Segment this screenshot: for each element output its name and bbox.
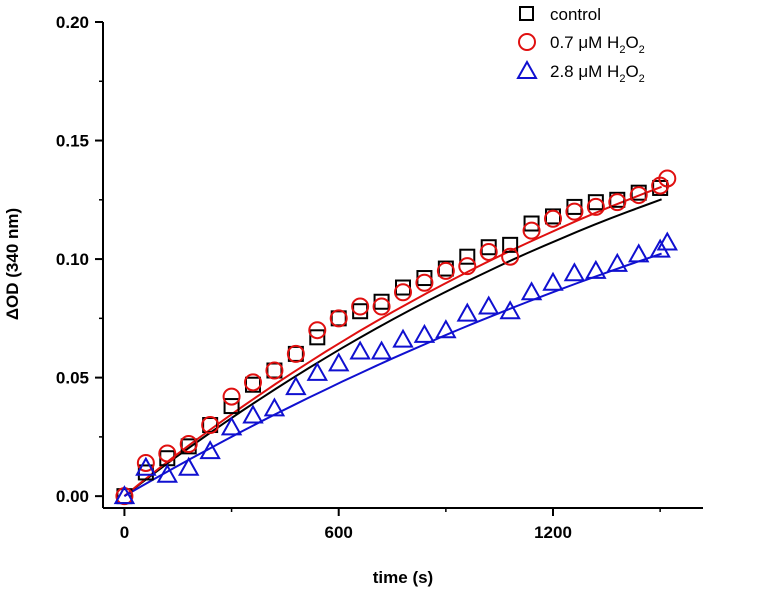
data-point-0-7um bbox=[501, 247, 520, 266]
legend-item-control: control bbox=[519, 5, 601, 24]
data-point-0-7um bbox=[308, 321, 327, 340]
data-point-2-8um bbox=[285, 376, 307, 396]
data-point-control bbox=[395, 279, 411, 296]
legend-label-2-8um: 2.8 μM H2O2 bbox=[550, 62, 645, 85]
legend-item-2-8um: 2.8 μM H2O2 bbox=[516, 59, 645, 85]
data-point-control bbox=[523, 215, 540, 232]
ticks: 0 600 1200 0.00 0.05 0.10 0.15 0.20 bbox=[56, 13, 661, 542]
data-point-control bbox=[566, 198, 583, 215]
data-point-0-7um bbox=[244, 373, 262, 392]
plot-area bbox=[113, 169, 678, 506]
y-tick-label: 0.15 bbox=[56, 132, 89, 151]
data-point-2-8um bbox=[392, 328, 414, 348]
fit-line-1 bbox=[123, 185, 662, 497]
y-tick-label: 0.20 bbox=[56, 13, 89, 32]
data-point-2-8um bbox=[628, 243, 650, 263]
data-point-0-7um bbox=[458, 257, 477, 276]
data-point-0-7um bbox=[372, 297, 391, 316]
data-point-2-8um bbox=[242, 404, 264, 424]
data-point-2-8um bbox=[220, 416, 243, 436]
data-point-2-8um bbox=[585, 259, 607, 279]
legend-label-control: control bbox=[550, 5, 601, 24]
data-point-0-7um bbox=[222, 387, 241, 406]
data-point-0-7um bbox=[586, 197, 605, 216]
data-point-0-7um bbox=[265, 361, 284, 380]
data-point-control bbox=[287, 345, 304, 362]
data-point-2-8um bbox=[563, 262, 586, 282]
data-point-0-7um bbox=[608, 193, 627, 212]
fit-line-0 bbox=[123, 198, 662, 497]
data-point-2-8um bbox=[199, 440, 221, 460]
data-point-0-7um bbox=[415, 273, 434, 292]
data-point-0-7um bbox=[436, 261, 455, 280]
data-point-2-8um bbox=[113, 485, 136, 505]
data-point-2-8um bbox=[520, 281, 543, 301]
x-axis-title: time (s) bbox=[373, 568, 433, 587]
legend-item-0-7um: 0.7 μM H2O2 bbox=[518, 33, 645, 56]
data-point-0-7um bbox=[544, 209, 562, 228]
data-point-2-8um bbox=[328, 352, 350, 372]
data-point-2-8um bbox=[456, 302, 478, 322]
y-tick-label: 0.05 bbox=[56, 369, 89, 388]
data-point-0-7um bbox=[522, 221, 541, 240]
data-point-control bbox=[223, 398, 240, 415]
data-point-0-7um bbox=[179, 434, 198, 453]
legend-marker-triangle bbox=[516, 59, 538, 79]
data-point-0-7um bbox=[658, 169, 677, 188]
data-point-2-8um bbox=[478, 295, 500, 315]
data-point-0-7um bbox=[329, 309, 348, 328]
data-point-2-8um bbox=[306, 361, 328, 381]
data-point-2-8um bbox=[499, 300, 521, 320]
data-point-2-8um bbox=[135, 456, 157, 476]
x-tick-label: 600 bbox=[325, 523, 353, 542]
data-point-2-8um bbox=[263, 397, 286, 417]
data-point-control bbox=[587, 194, 604, 211]
data-point-0-7um bbox=[136, 453, 155, 472]
data-point-2-8um bbox=[542, 271, 564, 291]
x-tick-label: 1200 bbox=[534, 523, 572, 542]
data-point-2-8um bbox=[370, 340, 393, 360]
legend: control 0.7 μM H2O2 2.8 μM H2O2 bbox=[516, 5, 645, 85]
y-axis-title: ΔOD (340 nm) bbox=[3, 208, 22, 320]
data-point-2-8um bbox=[178, 456, 200, 476]
data-point-0-7um bbox=[629, 186, 648, 205]
data-point-0-7um bbox=[158, 444, 177, 463]
y-tick-label: 0.00 bbox=[56, 487, 89, 506]
data-point-control bbox=[330, 310, 347, 327]
data-point-0-7um bbox=[201, 416, 220, 435]
data-point-control bbox=[480, 239, 497, 256]
data-point-0-7um bbox=[479, 242, 498, 261]
data-point-2-8um bbox=[435, 319, 457, 339]
data-point-0-7um bbox=[286, 344, 305, 363]
data-point-control bbox=[416, 270, 433, 287]
data-point-2-8um bbox=[656, 231, 678, 251]
data-point-control bbox=[459, 248, 476, 265]
data-point-2-8um bbox=[606, 252, 628, 272]
legend-label-0-7um: 0.7 μM H2O2 bbox=[550, 33, 645, 56]
data-point-2-8um bbox=[413, 323, 436, 343]
data-point-0-7um bbox=[394, 283, 412, 302]
y-tick-label: 0.10 bbox=[56, 250, 89, 269]
data-point-control bbox=[373, 293, 390, 310]
data-point-0-7um bbox=[565, 202, 584, 221]
x-tick-label: 0 bbox=[120, 523, 129, 542]
data-point-2-8um bbox=[349, 340, 371, 360]
legend-marker-circle bbox=[518, 33, 536, 51]
data-point-control bbox=[352, 303, 369, 320]
legend-marker-square bbox=[519, 6, 534, 21]
data-point-control bbox=[266, 362, 283, 379]
data-point-control bbox=[309, 329, 326, 346]
data-point-control bbox=[502, 236, 519, 253]
data-point-0-7um bbox=[351, 297, 370, 316]
data-point-2-8um bbox=[156, 463, 178, 483]
fit-line-2 bbox=[123, 252, 662, 497]
axes bbox=[102, 22, 703, 509]
